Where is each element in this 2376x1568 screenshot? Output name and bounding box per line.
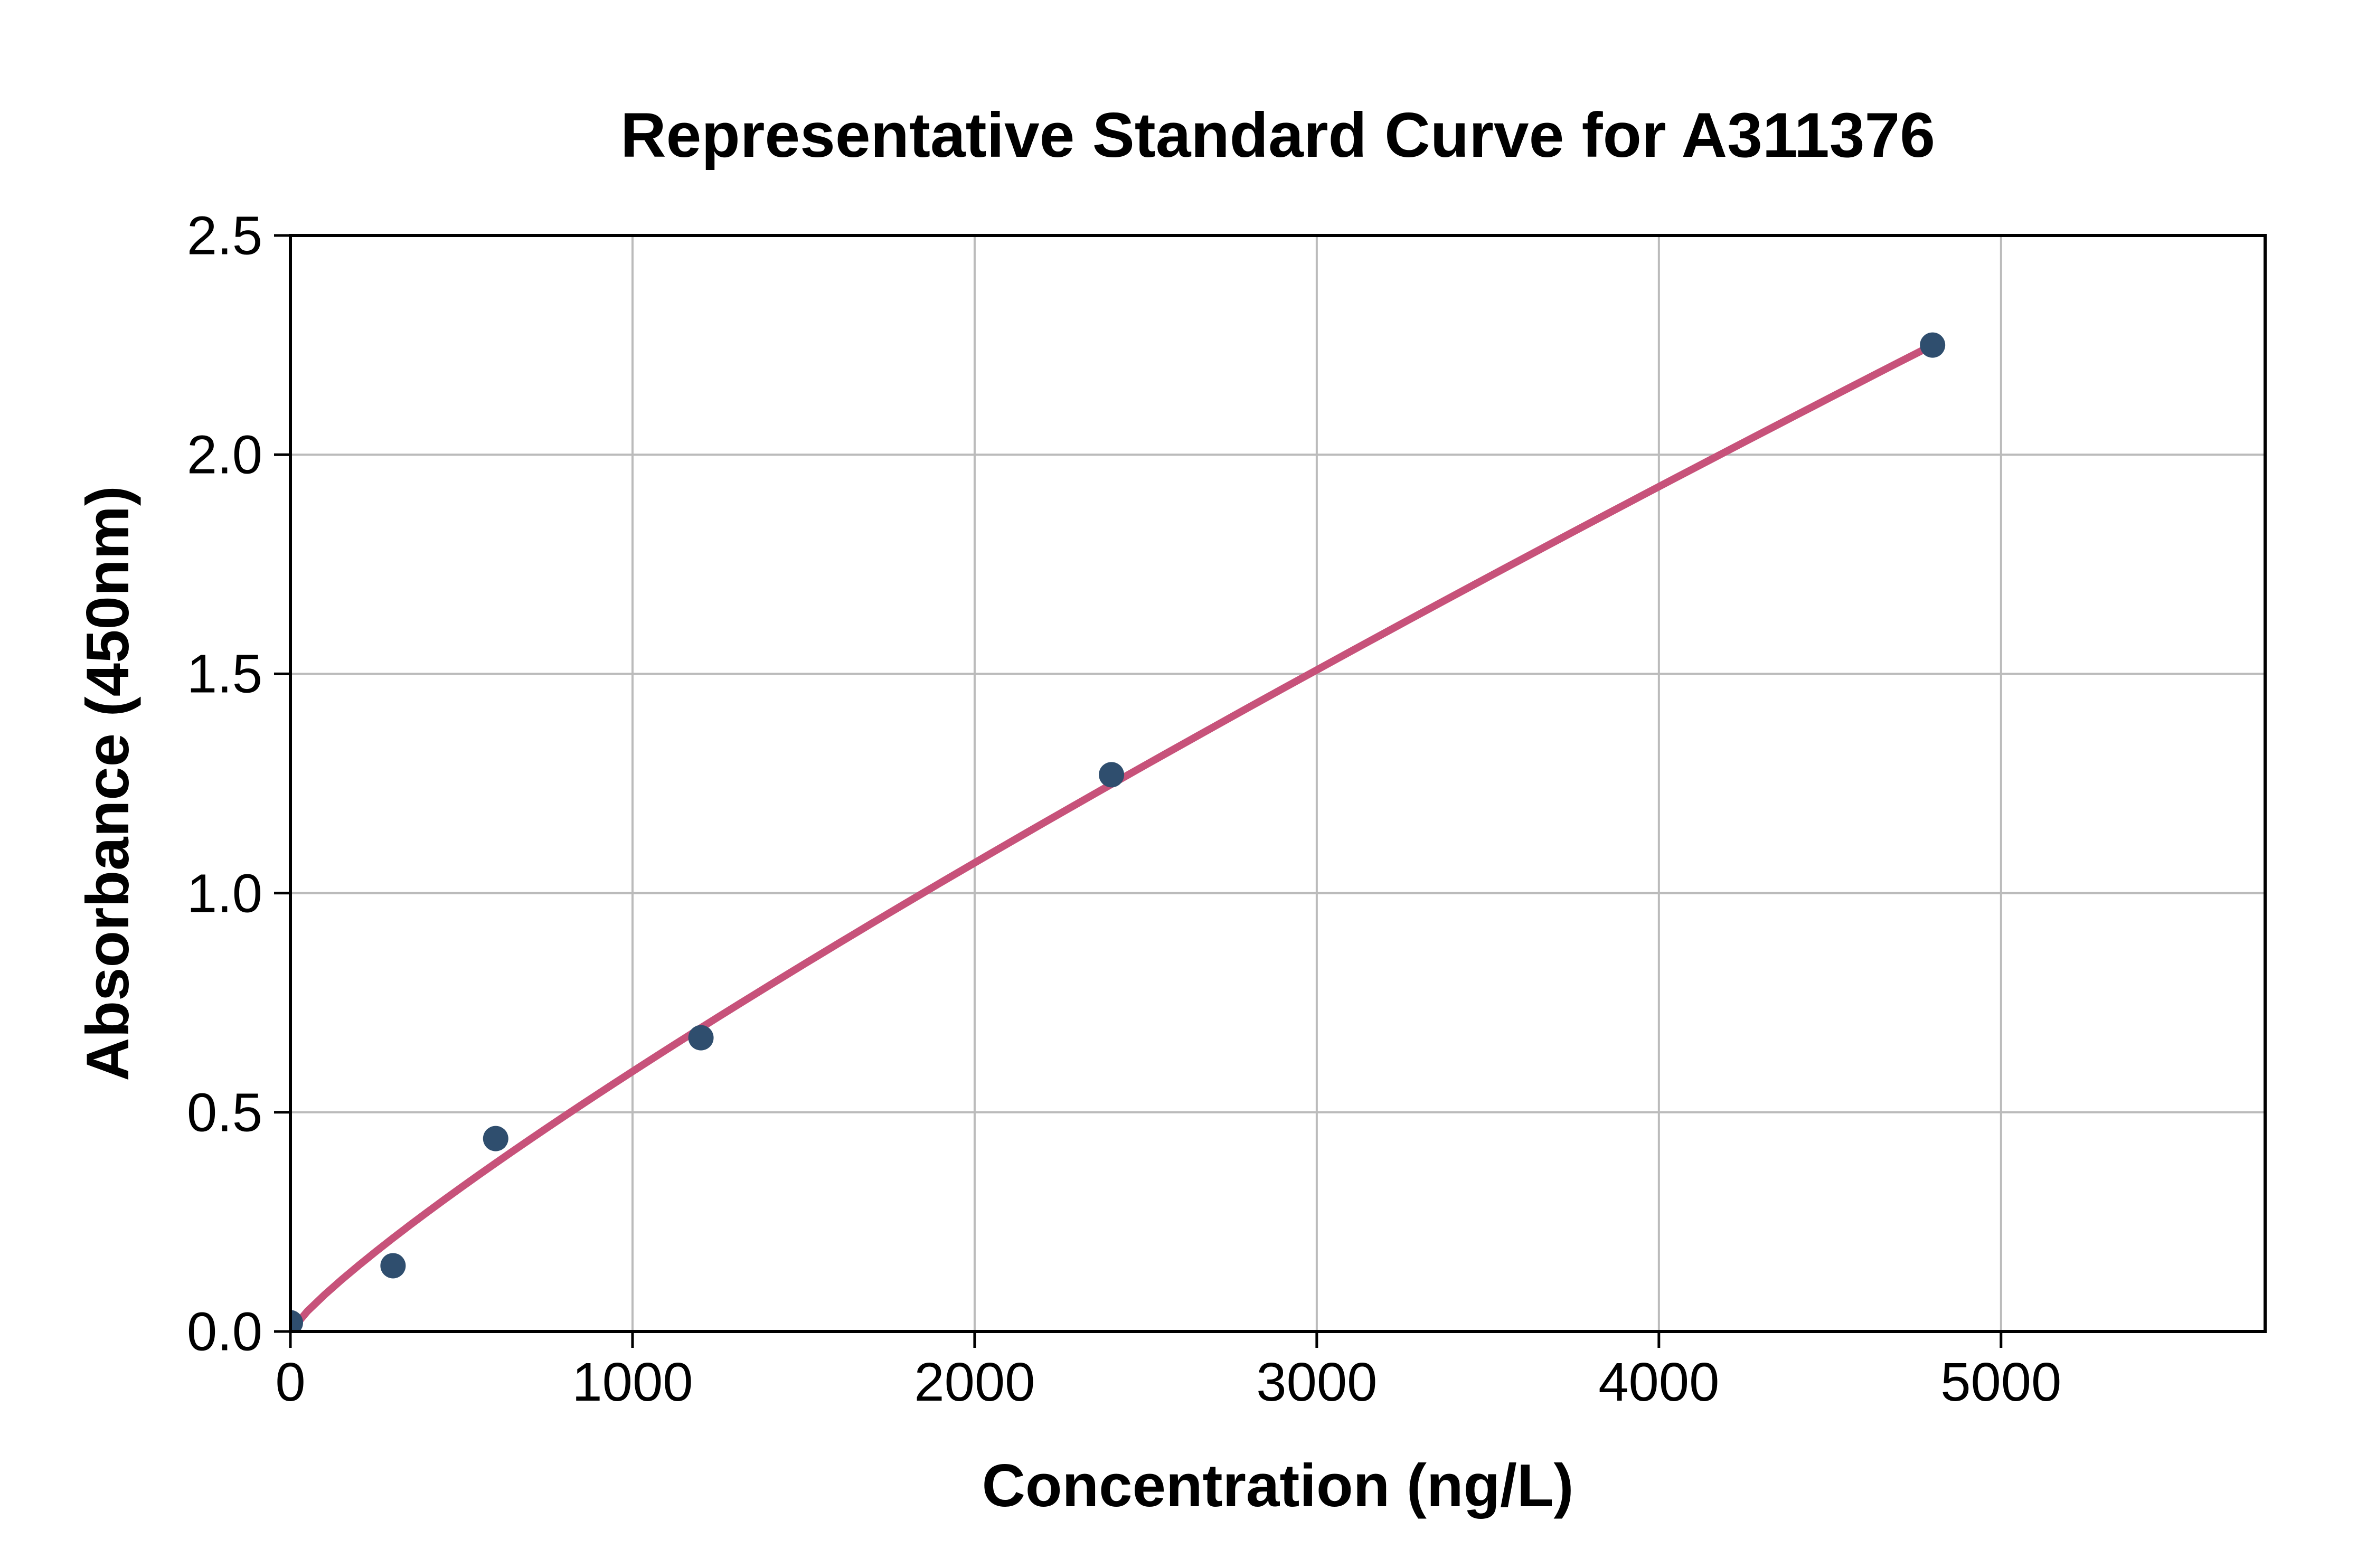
y-axis-label: Absorbance (450nm) <box>74 486 142 1081</box>
x-tick-label-2000: 2000 <box>914 1352 1035 1412</box>
x-tick-label-3000: 3000 <box>1256 1352 1378 1412</box>
x-tick-label-4000: 4000 <box>1598 1352 1720 1412</box>
axes-box <box>289 234 2267 1333</box>
y-tick-label-1.0: 1.0 <box>186 863 262 924</box>
data-point <box>483 1126 508 1151</box>
x-tick-label-1000: 1000 <box>572 1352 693 1412</box>
data-point <box>688 1025 714 1051</box>
x-axis-label: Concentration (ng/L) <box>982 1452 1574 1519</box>
y-tick-label-2.5: 2.5 <box>186 205 262 266</box>
x-tick-label-5000: 5000 <box>1940 1352 2062 1412</box>
y-tick-label-0.0: 0.0 <box>186 1301 262 1362</box>
y-tick-label-2.0: 2.0 <box>186 424 262 485</box>
data-point <box>380 1253 406 1279</box>
y-tick-label-1.5: 1.5 <box>186 643 262 704</box>
chart-title: Representative Standard Curve for A31137… <box>620 100 1935 171</box>
data-point <box>290 1310 303 1331</box>
x-tick-label-0: 0 <box>275 1352 306 1412</box>
y-tick-label-0.5: 0.5 <box>186 1082 262 1143</box>
fit-curve <box>290 341 1937 1331</box>
data-point <box>1099 762 1125 788</box>
data-point <box>1920 332 1946 358</box>
